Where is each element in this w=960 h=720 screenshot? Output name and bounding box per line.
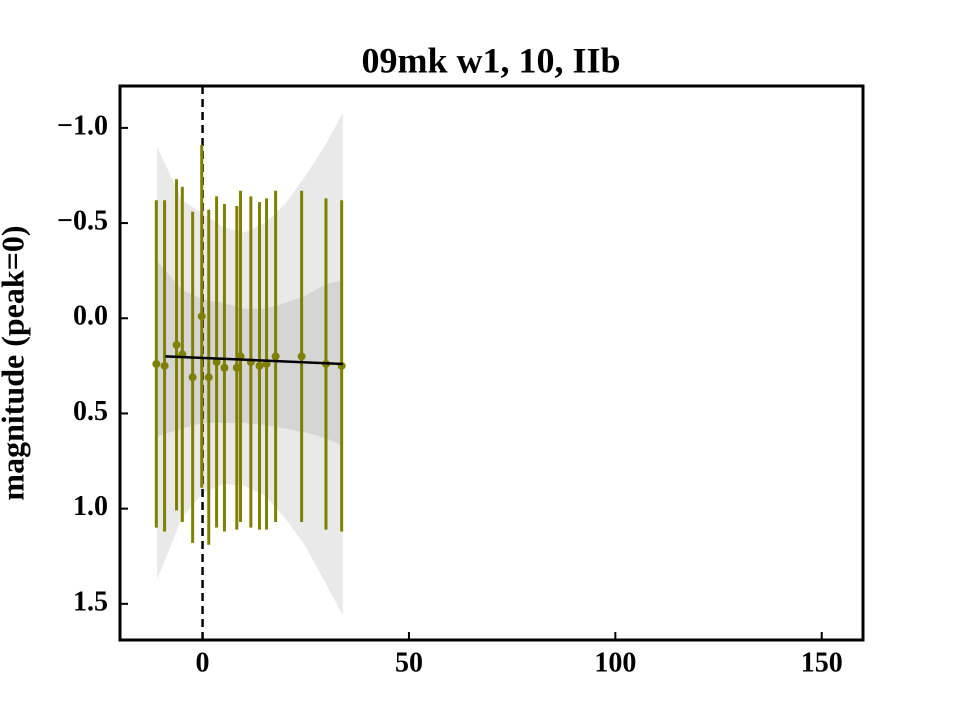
data-point	[255, 361, 264, 370]
data-point	[152, 359, 161, 368]
plot-frame	[118, 84, 865, 642]
data-point	[188, 373, 197, 382]
y-tick-label: −0.5	[57, 205, 108, 236]
y-tick-label: 1.5	[73, 586, 108, 617]
data-point	[271, 352, 280, 361]
data-point	[197, 312, 206, 321]
y-tick-label: 0.0	[73, 301, 108, 332]
x-tick-label: 50	[395, 647, 423, 678]
data-point	[232, 363, 241, 372]
y-axis-label: magnitude (peak=0)	[0, 225, 30, 500]
chart-title: 09mk w1, 10, IIb	[361, 40, 620, 80]
data-point	[212, 358, 221, 367]
data-point	[297, 352, 306, 361]
y-tick-label: −1.0	[57, 110, 108, 141]
x-tick-label: 150	[801, 647, 843, 678]
data-point	[220, 363, 229, 372]
x-tick-label: 100	[594, 647, 636, 678]
x-tick-label: 0	[196, 647, 210, 678]
y-tick-label: 1.0	[73, 491, 108, 522]
fit-line	[165, 355, 343, 366]
data-point	[160, 361, 169, 370]
data-point	[172, 340, 181, 349]
y-tick-label: 0.5	[73, 396, 108, 427]
data-point	[204, 373, 213, 382]
